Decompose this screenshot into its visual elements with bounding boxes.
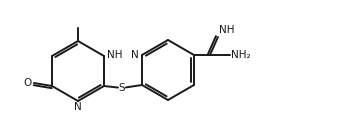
Text: O: O	[23, 78, 31, 88]
Text: S: S	[119, 83, 125, 93]
Text: NH: NH	[219, 25, 235, 35]
Text: NH: NH	[107, 50, 122, 60]
Text: NH₂: NH₂	[231, 50, 251, 60]
Text: N: N	[74, 102, 82, 112]
Text: N: N	[131, 50, 139, 60]
